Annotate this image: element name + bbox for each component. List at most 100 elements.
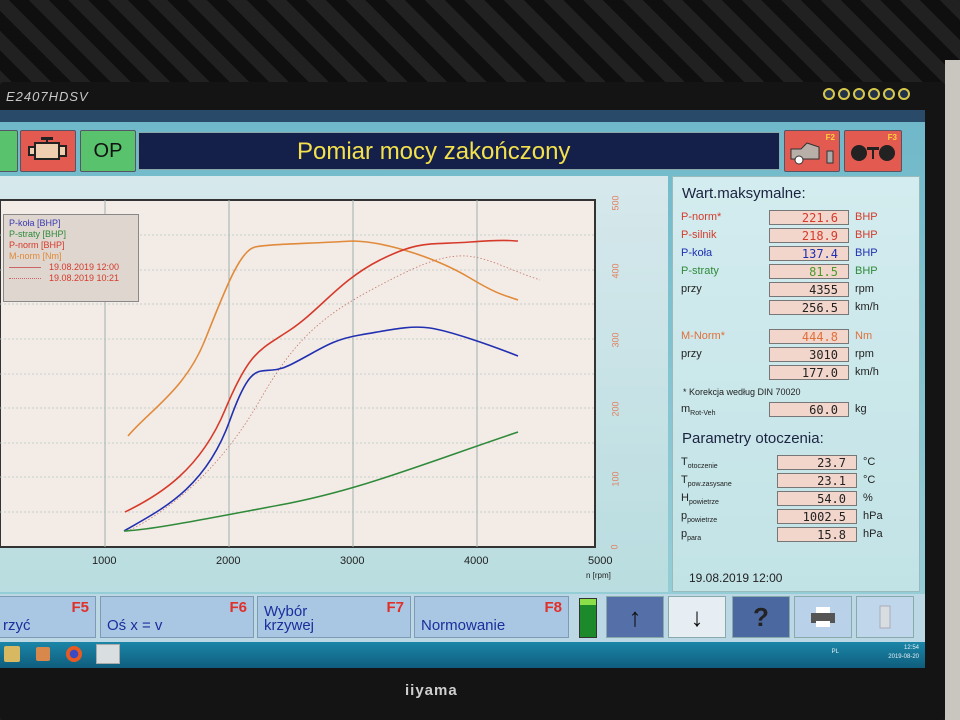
row-label: P-koła xyxy=(681,247,713,259)
row-label: m xyxy=(681,403,691,415)
legend-item: P-norm [BHP] xyxy=(9,240,65,250)
partial-toolbar-button[interactable] xyxy=(0,130,18,172)
f2-vehicle-button[interactable]: F2 xyxy=(784,130,840,172)
max-power-rpm-value: 4355 xyxy=(769,282,849,297)
ambient-row-t-intake: Tpow.zasysane 23.1 °C xyxy=(681,473,917,489)
monitor-model: E2407HDSV xyxy=(6,89,89,104)
monitor-button[interactable] xyxy=(823,88,835,100)
level-indicator-top xyxy=(580,599,596,605)
row-unit: BHP xyxy=(855,247,878,259)
monitor-brand-logo: iiyama xyxy=(405,682,458,699)
row-label: przy xyxy=(681,348,702,360)
mass-row: mRot-Veh 60.0 kg xyxy=(681,402,917,418)
y-tick-400: 400 xyxy=(610,263,621,279)
dyno-app-taskbar-icon[interactable] xyxy=(96,644,120,664)
file-explorer-icon[interactable] xyxy=(4,646,20,662)
legend-item: P-straty [BHP] xyxy=(9,229,67,239)
printer-icon xyxy=(811,607,835,627)
max-row-p-kola: P-koła 137.4 BHP xyxy=(681,246,917,262)
mass-value: 60.0 xyxy=(769,402,849,417)
button-label: Wybór krzywej xyxy=(264,603,315,634)
language-indicator[interactable]: PL xyxy=(831,649,839,655)
row-label: P-silnik xyxy=(681,229,717,241)
page-title: Pomiar mocy zakończony xyxy=(138,132,780,170)
x-tick-2000: 2000 xyxy=(216,555,241,567)
monitor-button[interactable] xyxy=(898,88,910,100)
row-unit: km/h xyxy=(855,366,879,378)
f7-button[interactable]: F7 Wybór krzywej xyxy=(257,596,411,638)
ambient-row-vapor: ppara 15.8 hPa xyxy=(681,527,917,543)
f6-button[interactable]: F6 Oś x = v xyxy=(100,596,254,638)
row-label: T xyxy=(681,456,688,468)
max-values-heading: Wart.maksymalne: xyxy=(682,185,806,202)
f2-key-label: F2 xyxy=(825,133,835,142)
monitor-button[interactable] xyxy=(838,88,850,100)
row-unit: rpm xyxy=(855,348,874,360)
monitor-button[interactable] xyxy=(853,88,865,100)
p-silnik-value: 218.9 xyxy=(769,228,849,243)
p-straty-value: 81.5 xyxy=(769,264,849,279)
x-axis-label: n [rpm] xyxy=(586,571,611,580)
row-unit: Nm xyxy=(855,330,873,342)
p-kola-curve xyxy=(123,326,519,532)
torque-row-speed: 177.0 km/h xyxy=(681,365,917,381)
x-tick-3000: 3000 xyxy=(340,555,365,567)
fkey-label: F5 xyxy=(71,599,89,616)
level-indicator xyxy=(579,598,597,638)
legend-run-dotted[interactable]: 19.08.2019 10:21 xyxy=(9,273,133,284)
op-button[interactable]: OP xyxy=(80,130,136,172)
max-row-rpm: przy 4355 rpm xyxy=(681,282,917,298)
row-unit: kg xyxy=(855,403,867,415)
dotted-line-swatch xyxy=(9,278,41,279)
print-button[interactable] xyxy=(794,596,852,638)
exit-button[interactable] xyxy=(856,596,914,638)
air-pressure-value: 1002.5 xyxy=(777,509,857,524)
row-unit: BHP xyxy=(855,229,878,241)
help-button[interactable]: ? xyxy=(732,596,790,638)
ambient-row-t-ambient: Totoczenie 23.7 °C xyxy=(681,455,917,471)
max-row-p-norm: P-norm* 221.6 BHP xyxy=(681,210,917,226)
monitor-button[interactable] xyxy=(868,88,880,100)
m-norm-curve xyxy=(127,240,519,437)
previous-run-curve xyxy=(129,255,541,531)
arrow-down-button[interactable]: ↓ xyxy=(668,596,726,638)
engine-button[interactable] xyxy=(20,130,76,172)
solid-line-swatch xyxy=(9,267,41,268)
f3-key-label: F3 xyxy=(887,133,897,142)
arrow-up-button[interactable]: ↑ xyxy=(606,596,664,638)
ambient-heading: Parametry otoczenia: xyxy=(682,430,824,447)
p-straty-curve xyxy=(123,431,519,532)
max-power-speed-value: 256.5 xyxy=(769,300,849,315)
firefox-icon[interactable] xyxy=(66,646,82,662)
row-unit: °C xyxy=(863,456,876,468)
x-tick-1000: 1000 xyxy=(92,555,117,567)
legend-run-solid[interactable]: 19.08.2019 12:00 xyxy=(9,262,133,273)
t-intake-value: 23.1 xyxy=(777,473,857,488)
button-label: Normowanie xyxy=(421,617,506,634)
row-unit: BHP xyxy=(855,211,878,223)
torque-row-m-norm: M-Norm* 444.8 Nm xyxy=(681,329,917,345)
clock-time[interactable]: 12:54 xyxy=(903,645,919,651)
vapor-pressure-value: 15.8 xyxy=(777,527,857,542)
row-unit: hPa xyxy=(863,510,883,522)
media-player-icon[interactable] xyxy=(36,647,50,661)
din-correction-note: * Korekcja według DIN 70020 xyxy=(683,387,801,397)
arrow-down-icon: ↓ xyxy=(690,601,704,632)
chart-legend: P-koła [BHP] P-straty [BHP] P-norm [BHP]… xyxy=(3,214,139,302)
monitor-button[interactable] xyxy=(883,88,895,100)
f3-roller-button[interactable]: F3 xyxy=(844,130,902,172)
row-label: M-Norm* xyxy=(681,330,725,342)
humidity-value: 54.0 xyxy=(777,491,857,506)
clock-date[interactable]: 2019-08-20 xyxy=(888,654,919,660)
max-torque-rpm-value: 3010 xyxy=(769,347,849,362)
row-label: p xyxy=(681,528,688,540)
f8-button[interactable]: F8 Normowanie xyxy=(414,596,569,638)
p-kola-value: 137.4 xyxy=(769,246,849,261)
help-icon: ? xyxy=(753,601,769,632)
fkey-label: F7 xyxy=(386,599,404,616)
max-row-p-silnik: P-silnik 218.9 BHP xyxy=(681,228,917,244)
row-label: P-norm* xyxy=(681,211,722,223)
y-tick-100: 100 xyxy=(610,471,621,487)
fkey-label: F6 xyxy=(229,599,247,616)
f5-button[interactable]: F5 rzyć xyxy=(0,596,96,638)
